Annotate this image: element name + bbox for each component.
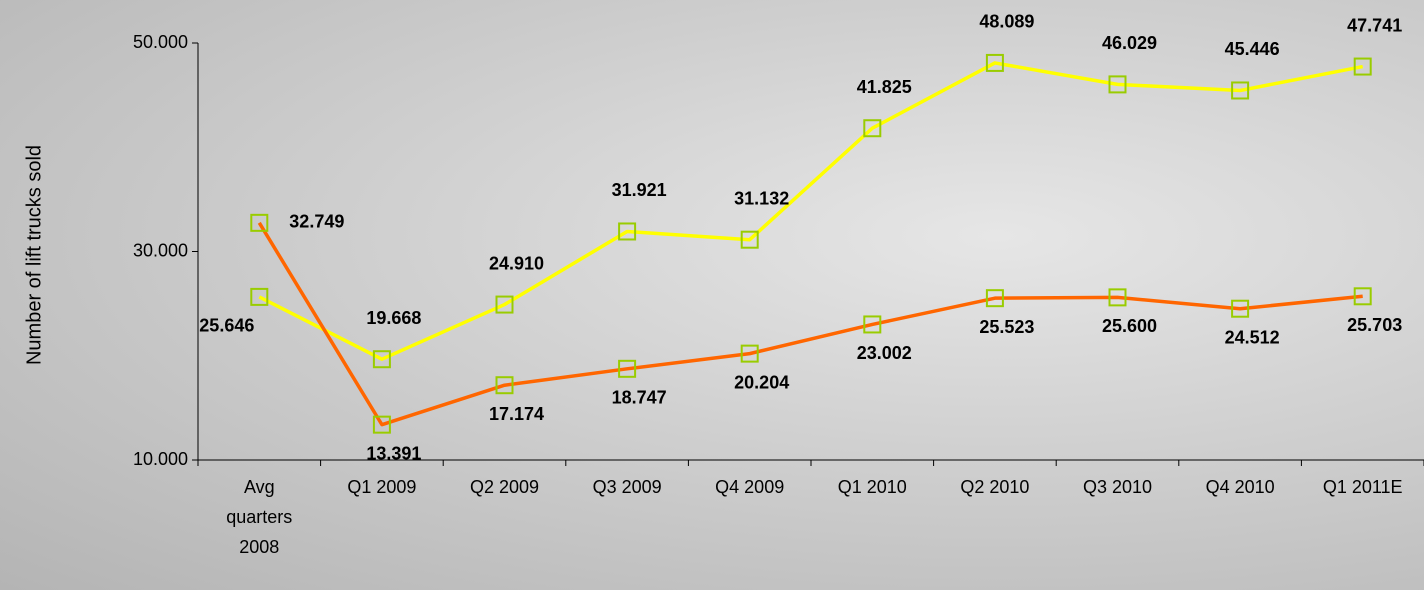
x-tick-label: Q1 2009: [347, 477, 417, 497]
data-label: 18.747: [612, 388, 667, 408]
data-label: 41.825: [857, 77, 912, 97]
marker: [250, 287, 269, 306]
data-label: 20.204: [734, 372, 789, 392]
marker: [740, 344, 759, 363]
marker: [1231, 299, 1250, 318]
series-line: [258, 61, 1364, 361]
data-label: 46.029: [1102, 33, 1157, 53]
x-tick-label: Q2 2010: [960, 477, 1030, 497]
marker: [495, 295, 514, 314]
marker: [372, 415, 391, 434]
marker: [1353, 57, 1372, 76]
data-label: 45.446: [1225, 39, 1280, 59]
data-label: 32.749: [289, 212, 344, 232]
data-label: 31.132: [734, 188, 789, 208]
y-tick-label: 50.000: [133, 32, 188, 52]
marker: [863, 315, 882, 334]
data-label: 23.002: [857, 343, 912, 363]
y-axis-label: Number of lift trucks sold: [23, 145, 45, 365]
y-tick-label: 10.000: [133, 449, 188, 469]
data-label: 13.391: [366, 443, 421, 463]
marker: [1353, 287, 1372, 306]
data-label: 31.921: [612, 180, 667, 200]
data-label: 25.703: [1347, 315, 1402, 335]
data-label: 47.741: [1347, 15, 1402, 35]
x-tick-label: Avg quarters 2008: [226, 477, 293, 557]
x-tick-label: Q3 2010: [1082, 477, 1153, 497]
series-line: [257, 221, 1363, 427]
x-tick-label: Q3 2009: [592, 477, 662, 497]
marker: [740, 230, 759, 249]
data-label: 24.512: [1225, 327, 1280, 347]
marker: [618, 359, 637, 378]
data-label: 25.600: [1102, 316, 1157, 336]
marker: [985, 289, 1004, 308]
marker: [1231, 81, 1250, 100]
marker: [1108, 75, 1127, 94]
marker: [863, 119, 882, 138]
x-tick-label: Q1 2011E: [1322, 477, 1403, 497]
x-tick-label: Q1 2010: [837, 477, 907, 497]
x-tick-label: Q4 2009: [715, 477, 785, 497]
x-tick-label: Q4 2010: [1205, 477, 1275, 497]
data-label: 17.174: [489, 404, 544, 424]
data-label: 25.646: [199, 316, 254, 336]
marker: [372, 350, 391, 369]
data-label: 19.668: [366, 308, 421, 328]
marker: [985, 53, 1004, 72]
marker: [618, 222, 637, 241]
marker: [495, 376, 514, 395]
x-tick-label: Q2 2009: [469, 477, 540, 497]
y-tick-label: 30.000: [133, 240, 188, 260]
marker: [1108, 288, 1127, 307]
marker: [250, 213, 269, 232]
data-label: 48.089: [979, 12, 1034, 32]
data-label: 24.910: [489, 253, 544, 273]
data-label: 25.523: [979, 317, 1034, 337]
